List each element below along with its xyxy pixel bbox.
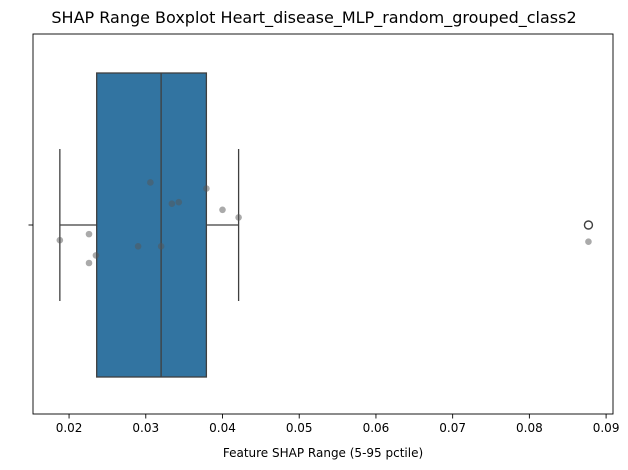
x-axis-label: Feature SHAP Range (5-95 pctile) xyxy=(223,446,423,460)
data-point xyxy=(85,230,93,238)
data-point xyxy=(219,206,226,214)
x-tick-label: 0.05 xyxy=(286,421,313,435)
data-point xyxy=(585,238,592,246)
x-tick-label: 0.04 xyxy=(209,421,236,435)
data-point xyxy=(235,214,242,221)
data-point xyxy=(168,200,176,208)
data-point xyxy=(92,252,100,259)
x-tick-label: 0.03 xyxy=(132,421,159,435)
data-point xyxy=(85,259,93,267)
plot-area-frame xyxy=(32,33,614,415)
x-tick-label: 0.02 xyxy=(56,421,83,435)
iqr-box xyxy=(96,72,208,378)
outlier-marker xyxy=(583,220,594,230)
x-tick-label: 0.09 xyxy=(593,421,620,435)
data-point xyxy=(175,198,183,206)
x-tick-label: 0.07 xyxy=(439,421,466,435)
data-point xyxy=(134,242,142,250)
data-point xyxy=(203,185,210,192)
x-tick-label: 0.08 xyxy=(516,421,543,435)
data-point xyxy=(147,179,154,186)
data-point xyxy=(157,242,165,250)
x-tick-label: 0.06 xyxy=(363,421,390,435)
chart-title: SHAP Range Boxplot Heart_disease_MLP_ran… xyxy=(51,8,576,28)
data-point xyxy=(56,236,64,244)
